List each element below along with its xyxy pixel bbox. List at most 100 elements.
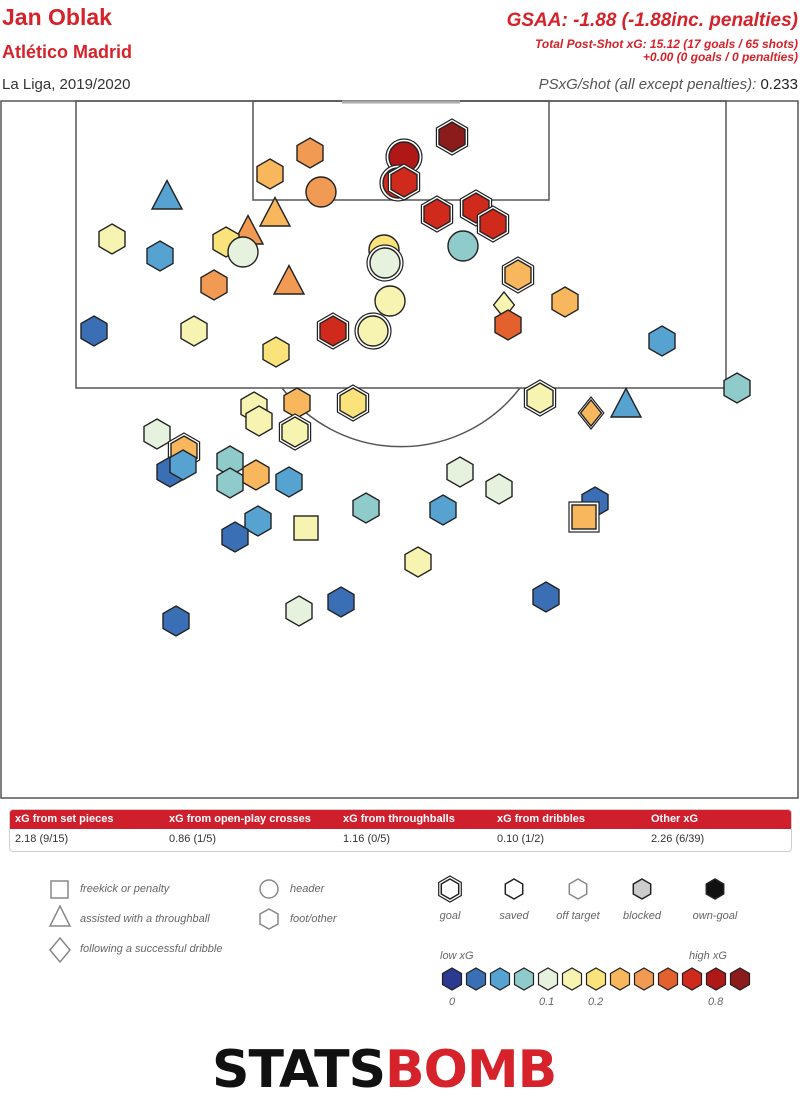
shot-marker	[319, 315, 347, 347]
shot-point	[723, 372, 751, 404]
shot-point	[258, 195, 292, 227]
header-set-pieces: xG from set pieces	[15, 813, 114, 825]
shot-point	[609, 386, 643, 418]
shot-marker	[275, 466, 303, 498]
shot-point	[374, 285, 406, 317]
xg-breakdown-table: xG from set pieces xG from open-play cro…	[9, 809, 792, 852]
shot-point	[221, 521, 249, 553]
shot-marker	[447, 230, 479, 262]
shot-point	[242, 459, 270, 491]
shot-point	[352, 492, 380, 524]
legend-dribble-label: following a successful dribble	[80, 943, 223, 955]
shot-marker	[723, 372, 751, 404]
shot-point	[327, 586, 355, 618]
xg-scale-swatch	[705, 967, 727, 991]
shot-marker	[180, 315, 208, 347]
shot-marker	[532, 581, 560, 613]
scale-tick-0-2: 0.2	[588, 996, 604, 1008]
legend-freekick-label: freekick or penalty	[80, 883, 170, 895]
penalty-psxg: +0.00 (0 goals / 0 penalties)	[642, 50, 798, 64]
shot-marker	[143, 418, 171, 450]
shot-marker	[404, 546, 432, 578]
player-name: Jan Oblak	[2, 4, 112, 30]
legend-own-goal-label: own-goal	[692, 910, 738, 922]
circle-legend-icon	[259, 879, 279, 899]
shot-marker	[390, 166, 418, 198]
shot-point	[245, 405, 273, 437]
table-header-row: xG from set pieces xG from open-play cro…	[10, 810, 791, 829]
shot-marker	[438, 121, 466, 153]
shot-marker	[293, 515, 319, 541]
shot-point	[485, 473, 513, 505]
shot-point	[435, 118, 469, 156]
shot-marker	[281, 416, 309, 448]
shot-marker	[162, 605, 190, 637]
shot-marker	[609, 386, 643, 418]
shot-point	[501, 256, 535, 294]
legend-throughball-label: assisted with a throughball	[80, 913, 210, 925]
xg-scale-swatch	[513, 967, 535, 991]
value-other: 2.26 (6/39)	[651, 833, 705, 845]
value-throughballs: 1.16 (0/5)	[343, 833, 391, 845]
xg-scale-swatch	[561, 967, 583, 991]
scale-low-label: low xG	[440, 950, 474, 962]
shot-marker	[305, 176, 337, 208]
season-label: La Liga, 2019/2020	[2, 76, 131, 93]
shot-point	[523, 379, 557, 417]
shot-point	[262, 336, 290, 368]
table-value-row: 2.18 (9/15) 0.86 (1/5) 1.16 (0/5) 0.10 (…	[10, 829, 791, 851]
shot-marker	[352, 492, 380, 524]
xg-scale	[441, 967, 751, 991]
shot-marker	[200, 269, 228, 301]
header-other: Other xG	[651, 813, 699, 825]
shot-point	[476, 205, 510, 243]
shot-marker	[374, 285, 406, 317]
shot-point	[551, 286, 579, 318]
shot-point	[278, 413, 312, 451]
shot-point	[200, 269, 228, 301]
gsaa-summary: GSAA: -1.88 (-1.88inc. penalties)	[506, 10, 798, 31]
pitch-lines	[0, 100, 799, 799]
shot-marker	[146, 240, 174, 272]
shot-point	[169, 449, 197, 481]
shot-point	[336, 384, 370, 422]
scale-high-label: high xG	[689, 950, 727, 962]
xg-scale-swatch	[585, 967, 607, 991]
triangle-legend-icon	[48, 904, 72, 927]
blocked-outcome-icon	[632, 878, 652, 900]
shot-point	[162, 605, 190, 637]
square-legend-icon	[50, 880, 69, 899]
penalty-arc	[281, 387, 521, 448]
scale-tick-0-1: 0.1	[539, 996, 555, 1008]
shot-marker	[169, 449, 197, 481]
header-crosses: xG from open-play crosses	[169, 813, 311, 825]
header-throughballs: xG from throughballs	[343, 813, 455, 825]
shots-layer	[80, 118, 751, 637]
legend-saved-label: saved	[499, 910, 529, 922]
shot-point	[366, 244, 404, 282]
shot-point	[354, 312, 392, 350]
shot-marker	[369, 247, 401, 279]
shot-point	[150, 178, 184, 210]
shot-marker	[327, 586, 355, 618]
shot-point	[256, 158, 284, 190]
shot-marker	[494, 309, 522, 341]
shot-point	[180, 315, 208, 347]
statsbomb-logo: STATSBOMB	[212, 1040, 557, 1100]
shot-marker	[648, 325, 676, 357]
shot-marker	[479, 208, 507, 240]
shot-marker	[256, 158, 284, 190]
shot-point	[98, 223, 126, 255]
psxg-per-shot: PSxG/shot (all except penalties): 0.233	[539, 76, 798, 93]
shot-point	[429, 494, 457, 526]
xg-scale-swatch	[729, 967, 751, 991]
legend-goal-label: goal	[439, 910, 461, 922]
goal-outcome-icon	[440, 878, 460, 900]
shot-marker	[80, 315, 108, 347]
total-psxg: Total Post-Shot xG: 15.12 (17 goals / 65…	[535, 37, 798, 51]
shot-marker	[245, 405, 273, 437]
scale-tick-0: 0	[449, 996, 456, 1008]
shot-marker	[446, 456, 474, 488]
logo-bomb: BOMB	[385, 1040, 557, 1100]
